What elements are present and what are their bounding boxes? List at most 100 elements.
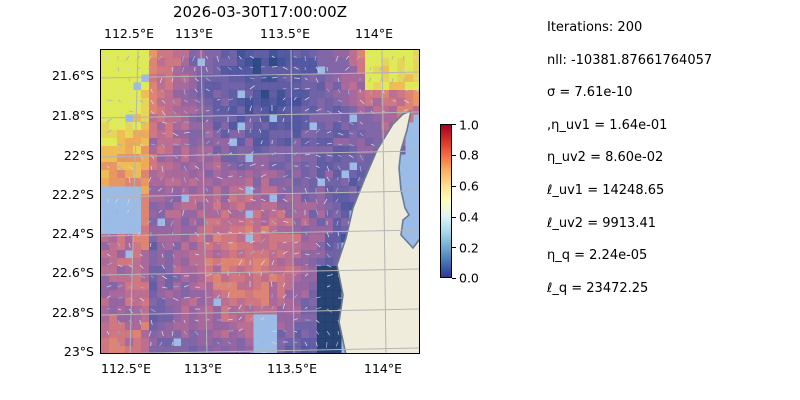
field-cell — [277, 194, 286, 203]
field-cell — [237, 114, 246, 123]
field-cell — [301, 274, 310, 283]
field-cell — [293, 66, 302, 75]
field-cell — [229, 194, 238, 203]
field-cell — [157, 194, 166, 203]
field-cell — [365, 154, 374, 163]
vector-arrow — [370, 143, 375, 146]
field-cell — [245, 146, 254, 155]
colorbar-tick-2: 0.4 — [459, 209, 479, 225]
field-cell — [149, 298, 158, 307]
field-cell — [309, 178, 318, 187]
vector-arrow — [304, 253, 310, 256]
field-cell — [157, 314, 166, 323]
field-cell — [397, 58, 406, 67]
field-cell — [293, 122, 302, 131]
field-cell — [117, 82, 126, 91]
field-cell — [141, 58, 150, 67]
field-cell — [133, 122, 142, 131]
field-cell — [165, 82, 174, 91]
field-cell — [253, 138, 262, 147]
field-cell — [325, 210, 334, 219]
vector-arrow — [238, 187, 244, 191]
vector-arrow — [293, 66, 299, 70]
field-cell — [269, 146, 278, 155]
vector-arrow — [315, 176, 320, 181]
field-cell — [253, 154, 262, 163]
field-cell — [277, 50, 286, 59]
field-cell — [405, 50, 414, 59]
field-cell — [245, 266, 254, 275]
field-cell — [221, 138, 230, 147]
field-cell — [189, 114, 198, 123]
field-cell — [357, 66, 366, 75]
field-cell — [277, 250, 286, 259]
field-cell — [109, 90, 118, 99]
vector-arrow — [305, 352, 306, 353]
vector-arrow — [282, 220, 289, 223]
field-cell — [157, 50, 166, 59]
field-cell — [301, 50, 310, 59]
field-cell — [213, 330, 222, 339]
vector-arrow — [160, 220, 163, 225]
field-cell — [197, 330, 206, 339]
vector-arrow — [161, 99, 166, 104]
field-cell — [277, 90, 286, 99]
field-cell — [285, 50, 294, 59]
field-cell — [101, 50, 110, 59]
field-cell — [149, 338, 158, 347]
field-cell — [173, 90, 182, 99]
vector-arrow — [294, 352, 295, 353]
field-cell — [301, 122, 310, 131]
field-cell — [197, 194, 206, 203]
vector-arrow — [183, 110, 188, 114]
field-cell — [181, 338, 190, 347]
field-cell — [165, 274, 174, 283]
field-cell — [261, 106, 270, 115]
field-cell — [101, 138, 110, 147]
field-cell — [133, 242, 142, 251]
field-cell — [253, 202, 262, 211]
field-cell — [101, 314, 110, 323]
field-cell — [357, 82, 366, 91]
field-cell — [357, 154, 366, 163]
vector-arrow — [160, 176, 163, 181]
field-cell — [205, 282, 214, 291]
vector-arrow — [403, 108, 408, 112]
field-cell — [109, 298, 118, 307]
field-cell — [205, 58, 214, 67]
vector-arrow — [161, 165, 164, 172]
field-cell — [277, 130, 286, 139]
vector-arrow — [227, 175, 233, 178]
vector-arrow — [183, 88, 186, 95]
vector-arrow — [158, 209, 163, 213]
field-cell — [301, 138, 310, 147]
field-cell — [165, 250, 174, 259]
field-cell — [285, 314, 294, 323]
map-panel[interactable] — [100, 49, 420, 354]
field-cell — [165, 202, 174, 211]
field-cell — [325, 66, 334, 75]
field-cell — [229, 74, 238, 83]
field-cell — [309, 258, 318, 267]
field-cell — [261, 130, 270, 139]
vector-arrow — [323, 198, 328, 205]
field-cell — [293, 202, 302, 211]
vector-arrow — [147, 66, 152, 70]
field-cell — [245, 106, 254, 115]
field-cell — [117, 266, 126, 275]
field-cell — [117, 146, 126, 155]
field-cell — [189, 274, 198, 283]
field-cell — [277, 290, 286, 299]
field-cell — [205, 338, 214, 347]
field-cell — [317, 130, 326, 139]
vector-arrow — [379, 66, 383, 71]
field-cell — [285, 322, 294, 331]
field-cell — [149, 234, 158, 243]
field-cell — [205, 90, 214, 99]
field-cell — [205, 218, 214, 227]
field-cell — [229, 162, 238, 171]
field-cell — [125, 90, 134, 99]
field-cell — [205, 330, 214, 339]
field-cell — [309, 202, 318, 211]
vector-arrow — [392, 99, 397, 102]
